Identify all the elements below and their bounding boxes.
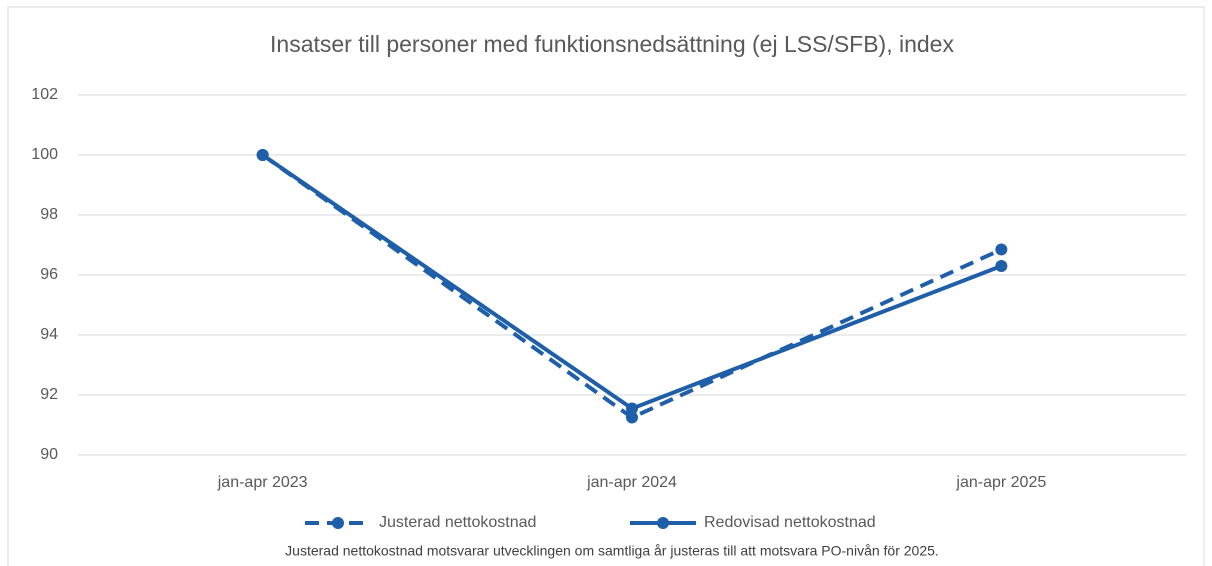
y-tick-label: 96 xyxy=(40,266,58,283)
y-tick-label: 98 xyxy=(40,206,58,223)
x-tick-label: jan-apr 2024 xyxy=(586,474,677,491)
point xyxy=(626,402,638,415)
legend-marker xyxy=(332,517,344,529)
y-tick-label: 100 xyxy=(31,146,58,163)
point xyxy=(995,243,1008,256)
legend-label: Justerad nettokostnad xyxy=(379,514,536,531)
chart-border xyxy=(7,6,1205,566)
footnote: Justerad nettokostnad motsvarar utveckli… xyxy=(285,543,939,559)
x-tick-label: jan-apr 2023 xyxy=(217,474,308,491)
x-tick-label: jan-apr 2025 xyxy=(955,474,1046,491)
point xyxy=(626,411,638,424)
y-tick-label: 102 xyxy=(31,86,58,103)
point xyxy=(995,260,1008,272)
series-line xyxy=(261,153,1003,420)
series-line xyxy=(261,153,1003,411)
y-tick-label: 94 xyxy=(40,326,58,343)
point xyxy=(256,149,269,161)
y-tick-label: 92 xyxy=(40,386,58,403)
y-tick-label: 90 xyxy=(40,446,58,463)
legend-label: Redovisad nettokostnad xyxy=(704,514,876,531)
legend-marker xyxy=(657,517,669,529)
chart-title: Insatser till personer med funktionsneds… xyxy=(270,31,954,57)
